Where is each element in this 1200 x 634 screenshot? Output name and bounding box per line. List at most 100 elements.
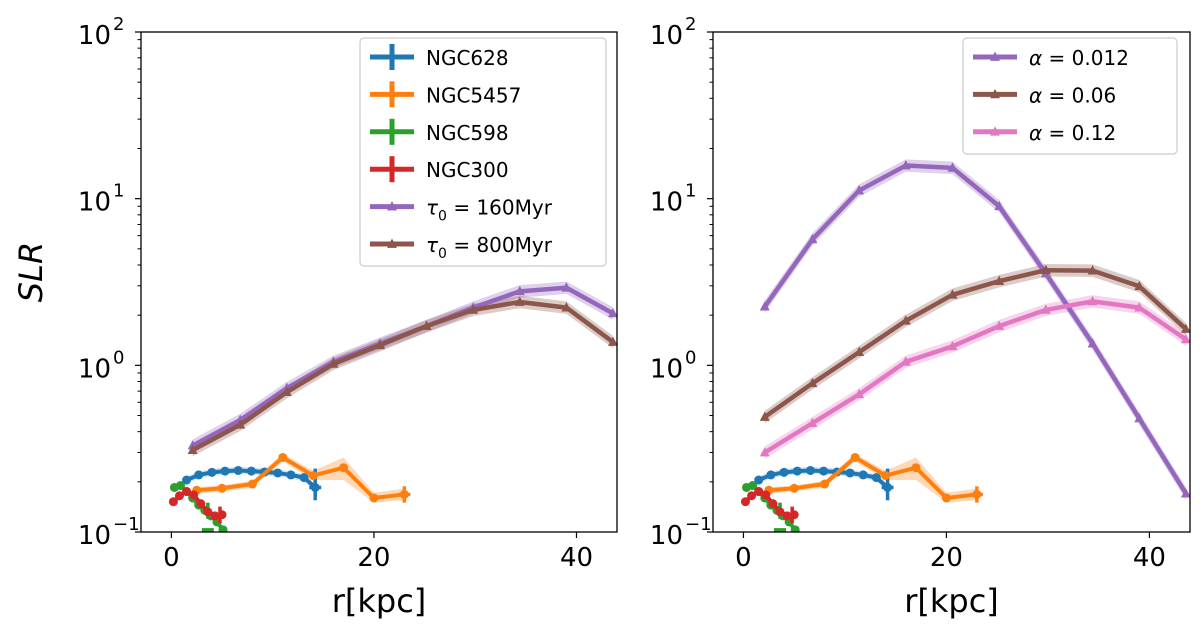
y-tick-label: 10: [650, 21, 683, 51]
legend-marker: [990, 88, 1000, 99]
marker-NGC628: [299, 473, 309, 483]
marker-alpha_0.012: [807, 233, 818, 244]
legend-marker: [387, 238, 397, 248]
legend-label: α = 0.12: [1029, 121, 1116, 145]
marker-NGC5457: [911, 463, 921, 473]
x-tick-label: 0: [163, 543, 180, 573]
marker-alpha_0.012: [900, 160, 911, 170]
marker-NGC300: [775, 507, 785, 517]
marker-alpha_0.06: [807, 377, 818, 388]
marker-NGC5457: [820, 479, 830, 489]
marker-NGC628: [754, 475, 764, 485]
marker-tau0_800: [235, 419, 246, 429]
marker-NGC300: [203, 507, 213, 517]
y-tick-exponent: 0: [113, 347, 124, 368]
marker-NGC628: [792, 466, 802, 476]
y-tick-label: 10: [78, 354, 111, 384]
marker-NGC628: [805, 465, 815, 475]
y-tick-exponent: −1: [113, 514, 140, 535]
x-axis-label: r[kpc]: [904, 582, 999, 620]
marker-alpha_0.012: [1087, 338, 1098, 348]
marker-NGC628: [819, 466, 829, 476]
legend-label: NGC598: [426, 121, 509, 145]
x-axis-label: r[kpc]: [332, 582, 427, 620]
axes-frame: [140, 31, 618, 533]
marker-NGC5457: [339, 463, 349, 473]
marker-NGC300: [761, 490, 771, 500]
plot-area: [168, 281, 617, 532]
y-tick-label: 10: [650, 354, 683, 384]
x-tick-label: 40: [560, 543, 593, 573]
marker-NGC598: [175, 481, 185, 491]
marker-NGC300: [196, 499, 206, 509]
marker-alpha_0.012: [947, 162, 958, 172]
marker-NGC628: [233, 465, 243, 475]
y-tick-label: 10: [650, 521, 683, 551]
marker-NGC300: [747, 491, 757, 501]
legend-item-NGC628: NGC628: [370, 44, 509, 70]
marker-alpha_0.12: [947, 340, 958, 351]
marker-alpha_0.12: [1180, 333, 1190, 344]
band-alpha_0.012: [764, 159, 1186, 500]
series-alpha_0.012: [759, 160, 1190, 498]
marker-NGC628: [779, 467, 789, 477]
legend-item-tau0_800: τ0 = 800Myr: [370, 233, 553, 262]
marker-NGC628: [845, 468, 855, 478]
plot-area: [740, 159, 1190, 532]
legend-label: α = 0.012: [1029, 46, 1129, 70]
marker-alpha_0.012: [854, 184, 865, 195]
marker-NGC628: [858, 470, 868, 480]
marker-tau0_800: [187, 444, 198, 454]
legend-item-alpha_0.012: α = 0.012: [973, 46, 1129, 70]
marker-NGC300: [174, 491, 184, 501]
marker-alpha_0.012: [994, 200, 1005, 211]
marker-NGC628: [273, 468, 283, 478]
marker-tau0_160: [561, 282, 572, 292]
y-tick-exponent: −1: [685, 514, 712, 535]
marker-NGC5457: [850, 452, 860, 462]
marker-NGC300: [754, 486, 764, 496]
legend-marker: [990, 51, 1000, 61]
series-alpha_0.06: [759, 264, 1190, 421]
marker-alpha_0.06: [947, 289, 958, 299]
y-tick-exponent: 2: [113, 14, 124, 35]
series-tau0_800: [187, 296, 617, 454]
legend-label: NGC300: [426, 158, 509, 182]
marker-tau0_800: [421, 320, 432, 330]
marker-tau0_800: [281, 386, 292, 397]
marker-NGC628: [246, 466, 256, 476]
marker-NGC5457: [941, 493, 951, 503]
marker-NGC628: [207, 467, 217, 477]
series-NGC300: [168, 486, 227, 524]
line-NGC5457: [196, 455, 405, 500]
y-tick-label: 10: [78, 21, 111, 51]
marker-NGC598: [790, 525, 800, 532]
marker-NGC628: [871, 473, 881, 483]
x-tick-label: 20: [930, 543, 963, 573]
marker-NGC5457: [308, 471, 318, 481]
series-NGC5457: [764, 452, 983, 503]
marker-NGC5457: [217, 483, 227, 493]
marker-tau0_160: [607, 307, 617, 318]
marker-alpha_0.012: [1134, 412, 1145, 423]
marker-NGC5457: [881, 471, 891, 481]
y-tick-label: 10: [78, 521, 111, 551]
marker-alpha_0.06: [1087, 265, 1098, 275]
marker-alpha_0.12: [854, 388, 865, 399]
y-tick-exponent: 1: [685, 181, 696, 202]
series-alpha_0.12: [759, 295, 1190, 457]
marker-NGC300: [168, 497, 178, 507]
marker-tau0_800: [561, 302, 572, 312]
y-tick-exponent: 1: [113, 181, 124, 202]
marker-alpha_0.06: [1040, 264, 1051, 275]
marker-NGC5457: [789, 483, 799, 493]
marker-alpha_0.12: [1087, 295, 1098, 306]
marker-alpha_0.06: [854, 346, 865, 356]
marker-alpha_0.06: [1134, 280, 1145, 291]
marker-alpha_0.06: [759, 411, 770, 421]
marker-NGC598: [218, 525, 228, 532]
y-axis-label: SLR: [12, 242, 50, 302]
marker-alpha_0.12: [900, 356, 911, 366]
